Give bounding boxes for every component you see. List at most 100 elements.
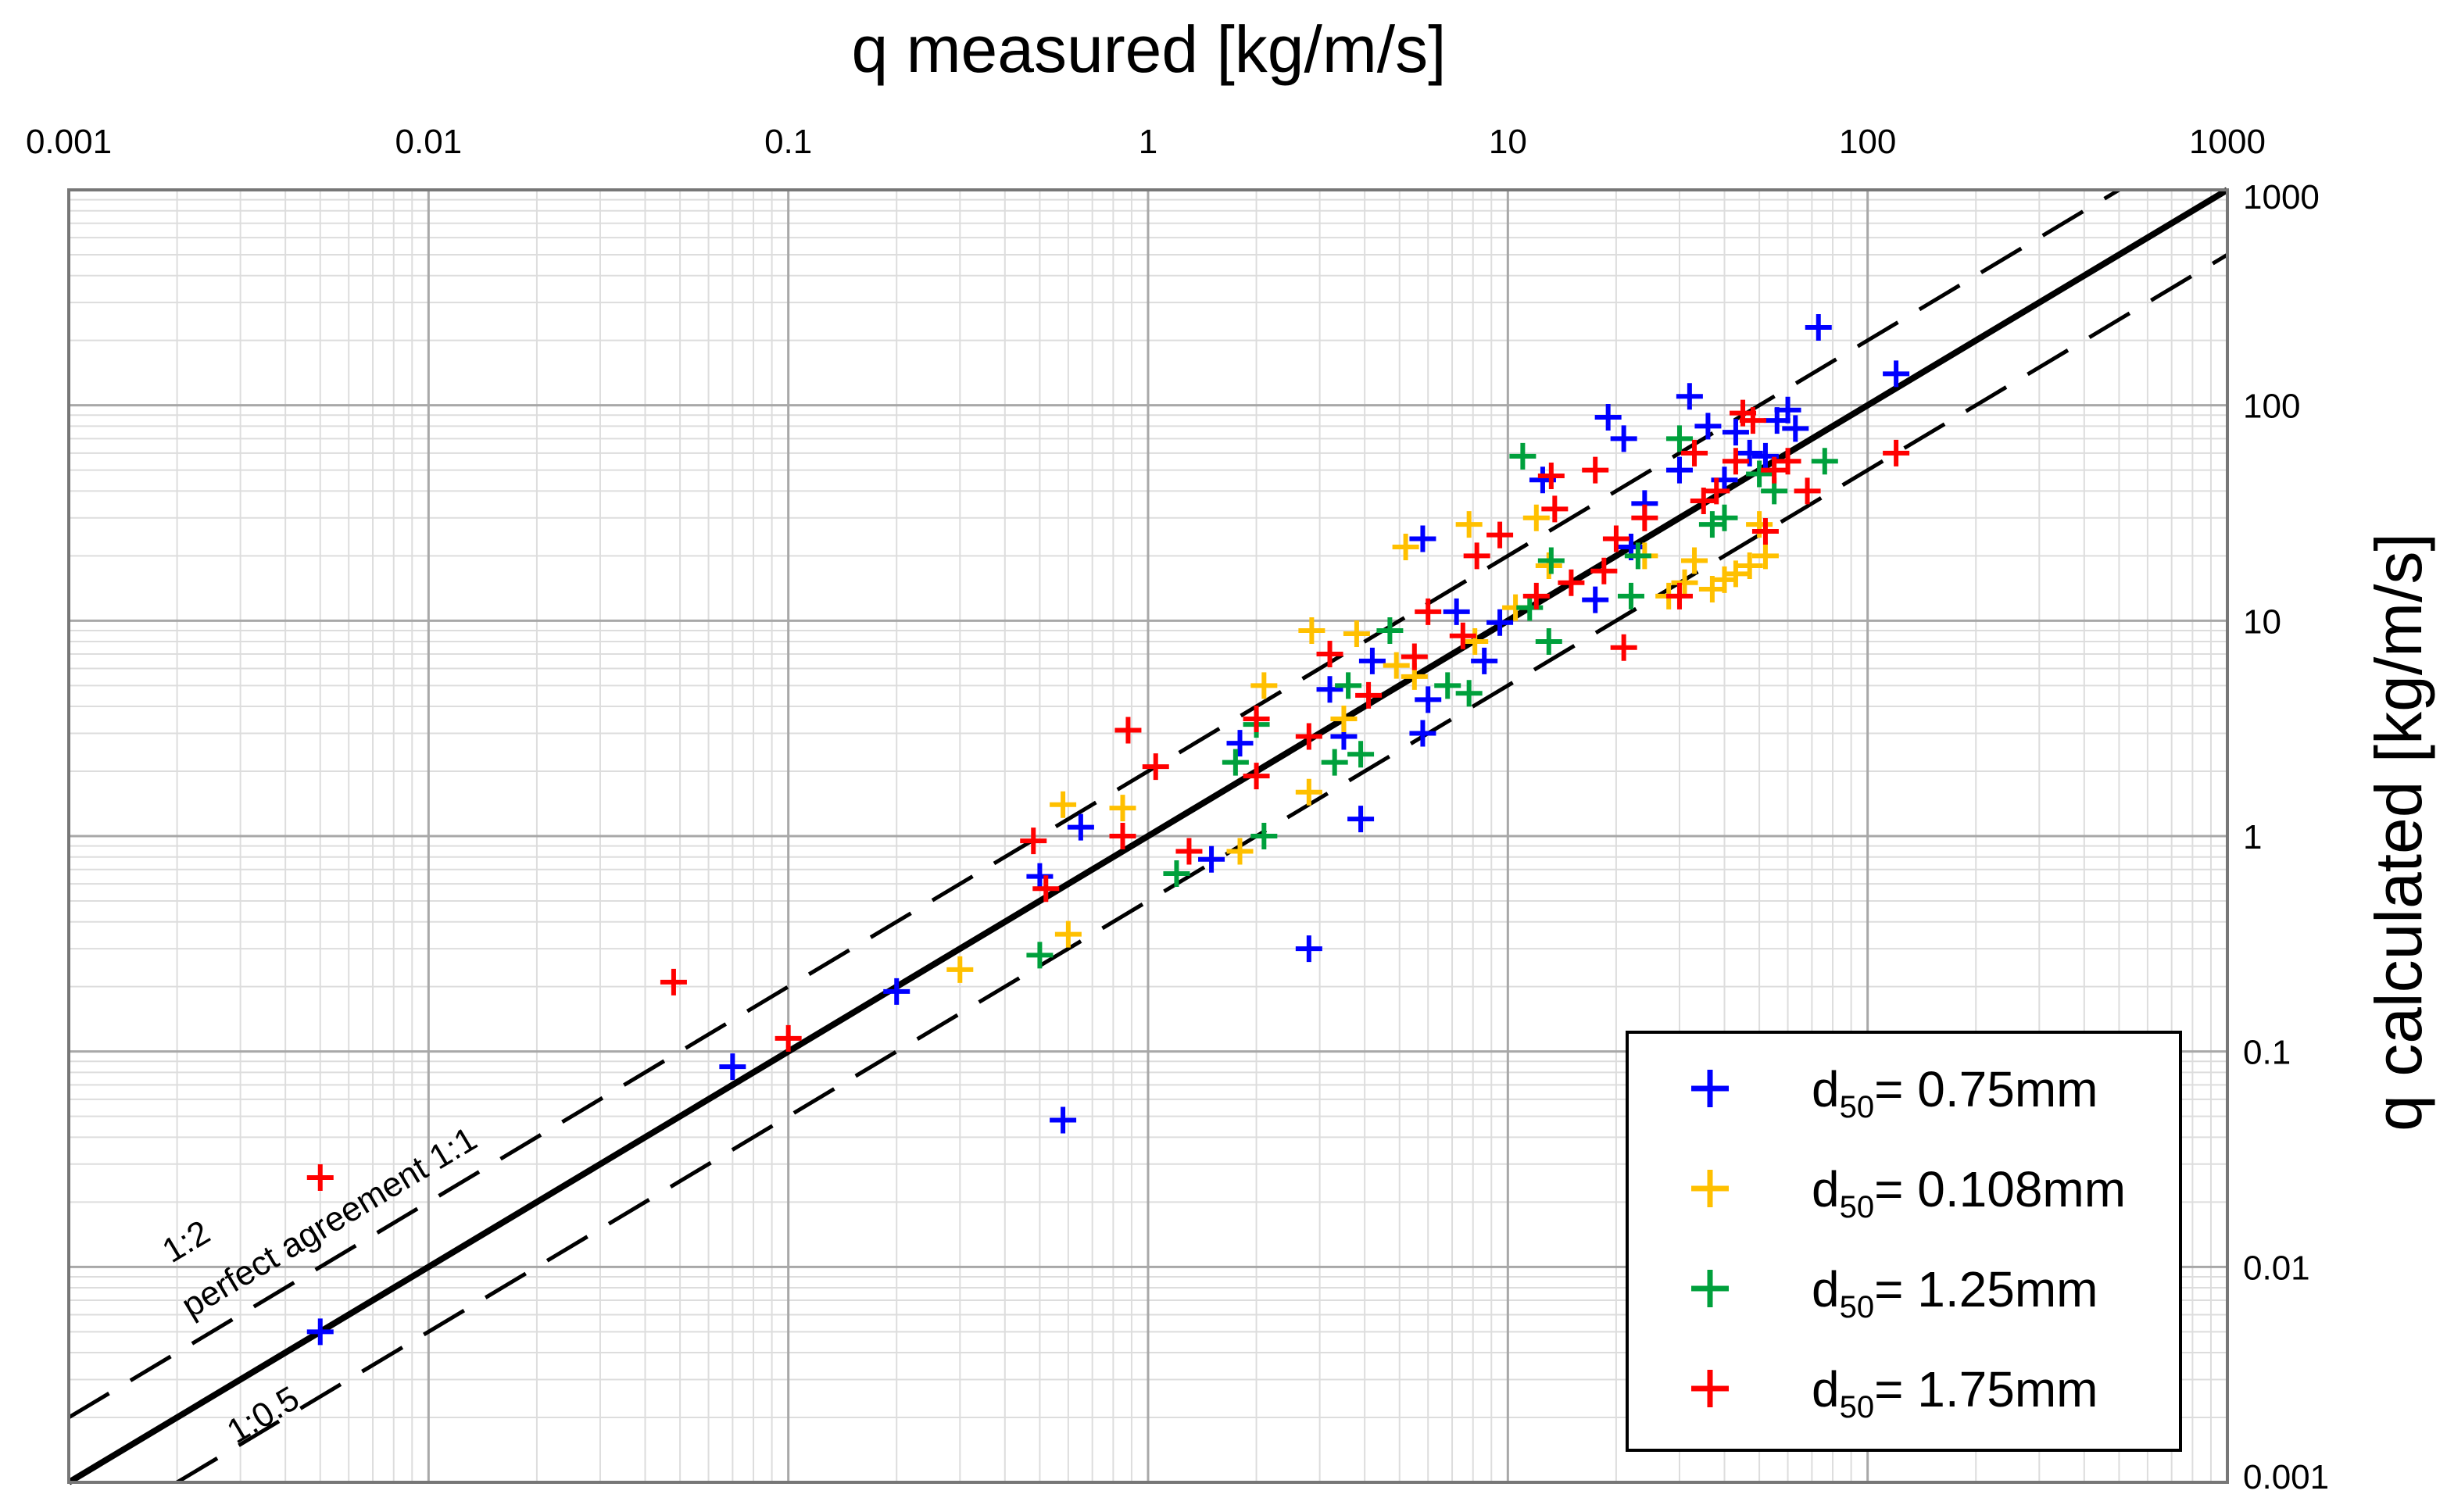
data-point-series-2: [1617, 582, 1644, 609]
data-point-series-1: [1050, 791, 1077, 818]
data-point-series-2: [1455, 680, 1483, 707]
y-tick-label: 100: [2243, 388, 2300, 426]
data-point-series-3: [1355, 681, 1383, 709]
data-point-series-3: [1032, 875, 1060, 903]
reference-line-1-2: [67, 188, 2120, 1420]
data-point-series-0: [1665, 456, 1693, 484]
x-tick-labels: 0.001 0.01 0.1 1 10 100 1000: [26, 123, 2266, 161]
data-point-series-3: [306, 1163, 334, 1191]
legend-marker: [1691, 1170, 1729, 1207]
y-tick-label: 0.001: [2243, 1458, 2329, 1496]
data-point-series-0: [1198, 845, 1225, 873]
reference-line-1-1: [66, 187, 2230, 1485]
data-point-series-3: [1610, 634, 1637, 661]
data-point-series-2: [1434, 672, 1461, 699]
data-point-series-3: [1295, 723, 1322, 750]
data-point-series-1: [1535, 552, 1562, 579]
data-point-series-2: [1698, 511, 1726, 538]
data-point-series-0: [1805, 313, 1832, 341]
y-tick-label: 1: [2243, 818, 2262, 856]
data-point-series-3: [1631, 504, 1658, 531]
data-point-series-0: [1067, 813, 1094, 841]
data-point-series-0: [1226, 730, 1254, 757]
data-point-series-0: [1295, 935, 1322, 963]
x-tick-label: 10: [1489, 123, 1527, 161]
y-tick-labels: 0.001 0.01 0.1 1 10 100 1000: [2243, 178, 2329, 1496]
data-point-series-2: [1335, 672, 1362, 699]
data-point-series-3: [1602, 525, 1630, 552]
data-point-series-3: [1449, 622, 1476, 649]
data-point-series-1: [1392, 533, 1419, 560]
data-point-series-1: [1711, 566, 1738, 593]
data-point-series-3: [1774, 448, 1801, 475]
data-point-series-3: [1401, 643, 1428, 670]
data-point-series-0: [1409, 525, 1436, 552]
legend-box: [1626, 1031, 2182, 1452]
data-point-series-2: [1321, 749, 1348, 776]
data-point-series-1: [1250, 672, 1278, 699]
x-tick-label: 1: [1139, 123, 1157, 161]
legend-label: d50= 0.108mm: [1812, 1161, 2126, 1224]
data-point-series-1: [1226, 838, 1254, 865]
data-point-series-0: [1736, 439, 1763, 466]
data-point-series-0: [1610, 425, 1637, 452]
data-point-series-0: [719, 1053, 746, 1081]
data-markers: [306, 313, 1910, 1346]
x-axis-title: q measured [kg/m/s]: [852, 13, 1447, 86]
data-point-series-3: [1703, 477, 1730, 505]
data-point-series-1: [1298, 617, 1325, 644]
data-point-series-2: [1347, 741, 1375, 768]
data-point-series-3: [1761, 456, 1788, 484]
x-tick-label: 0.1: [764, 123, 812, 161]
data-point-series-2: [1711, 504, 1738, 531]
data-point-series-0: [1582, 586, 1609, 613]
x-tick-label: 0.01: [395, 123, 463, 161]
data-point-series-0: [1883, 360, 1910, 388]
x-tick-label: 0.001: [26, 123, 112, 161]
data-point-series-1: [1736, 552, 1763, 579]
data-point-series-3: [1722, 448, 1749, 475]
data-point-series-1: [1522, 504, 1550, 531]
legend-marker: [1691, 1070, 1729, 1107]
data-point-series-1: [1383, 652, 1410, 679]
data-point-series-3: [1243, 706, 1270, 733]
x-tick-label: 100: [1839, 123, 1896, 161]
data-point-series-3: [1142, 753, 1169, 781]
legend-label: d50= 1.25mm: [1812, 1261, 2098, 1324]
data-point-series-2: [1537, 547, 1565, 574]
y-tick-label: 0.01: [2243, 1249, 2310, 1287]
data-point-series-1: [946, 956, 974, 983]
y-tick-label: 1000: [2243, 178, 2320, 216]
legend-marker: [1691, 1370, 1729, 1407]
y-tick-label: 10: [2243, 602, 2281, 641]
data-point-series-0: [1782, 415, 1809, 442]
data-point-series-3: [660, 968, 687, 995]
data-point-series-3: [1582, 456, 1609, 484]
data-point-series-2: [1509, 442, 1537, 470]
data-point-series-0: [1347, 806, 1375, 833]
data-point-series-3: [1537, 463, 1565, 490]
data-point-series-1: [1681, 547, 1708, 574]
data-point-series-3: [1020, 827, 1047, 855]
data-point-series-3: [1665, 582, 1693, 609]
data-point-series-3: [1751, 517, 1779, 545]
data-point-series-3: [1794, 477, 1821, 505]
data-point-series-1: [1461, 628, 1489, 656]
data-point-series-2: [1665, 425, 1693, 452]
reference-lines: [66, 187, 2230, 1485]
data-point-series-2: [1535, 628, 1562, 656]
data-point-series-2: [1376, 617, 1404, 644]
data-point-series-1: [1109, 795, 1136, 822]
data-point-series-0: [1694, 413, 1722, 440]
legend-label: d50= 1.75mm: [1812, 1361, 2098, 1424]
data-point-series-3: [1883, 439, 1910, 466]
data-point-series-3: [1415, 598, 1442, 625]
data-point-series-0: [1443, 598, 1470, 625]
y-tick-label: 0.1: [2243, 1034, 2291, 1072]
data-point-series-2: [1624, 542, 1651, 570]
data-point-series-1: [1455, 511, 1483, 538]
data-point-series-2: [1026, 942, 1054, 969]
data-point-series-3: [1109, 823, 1136, 849]
data-point-series-0: [1774, 396, 1801, 424]
